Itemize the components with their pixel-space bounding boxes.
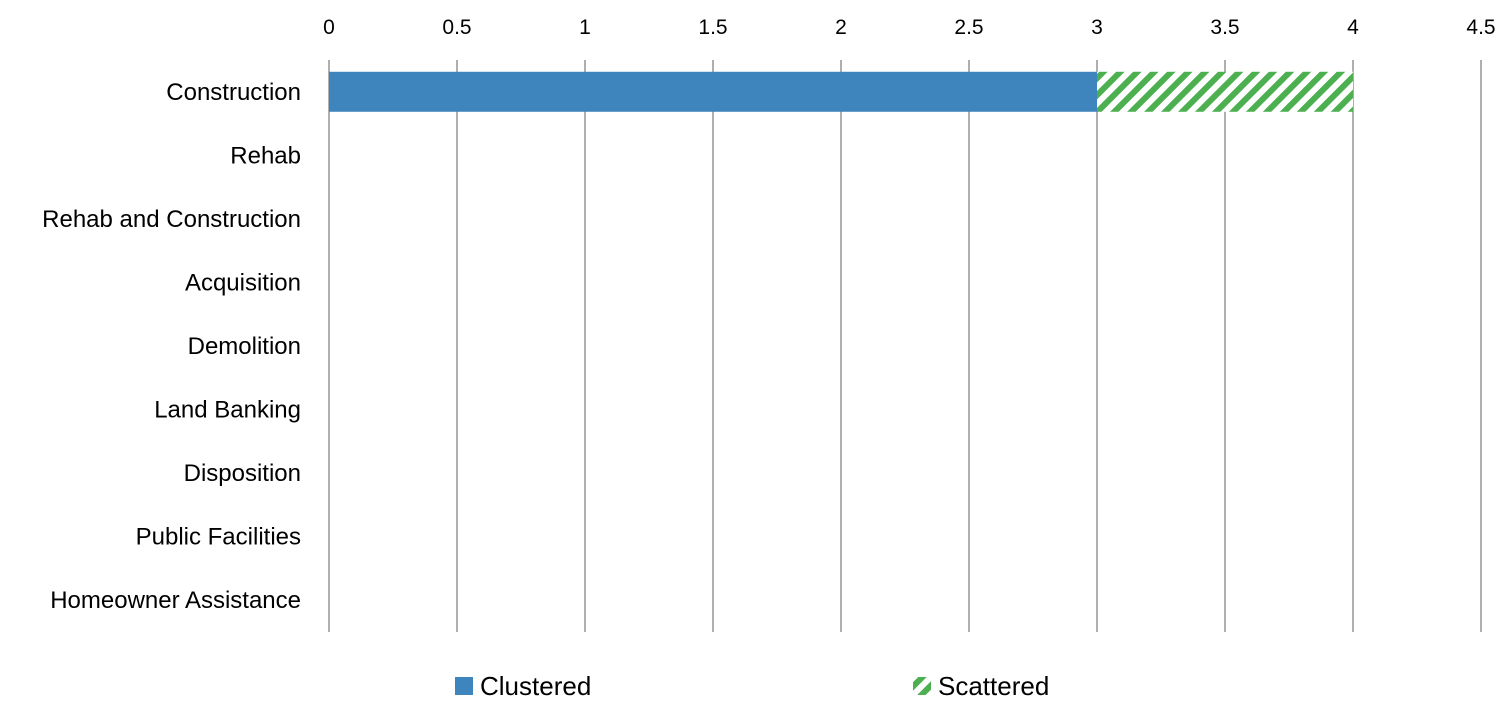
category-label: Land Banking [154, 397, 301, 424]
category-label: Rehab and Construction [42, 206, 301, 233]
x-tick-label: 3.5 [1210, 16, 1239, 39]
gridlines [328, 60, 1482, 632]
x-tick-label: 2.5 [954, 16, 983, 39]
category-labels: Construction Rehab Rehab and Construction A… [42, 79, 301, 614]
category-label: Public Facilities [136, 524, 301, 551]
category-label: Acquisition [185, 269, 301, 296]
x-tick-label: 2 [835, 16, 847, 39]
legend-swatch-scattered [913, 677, 931, 695]
legend-label-scattered: Scattered [938, 671, 1049, 701]
bars [329, 71, 1353, 112]
x-tick-label: 0 [323, 16, 335, 39]
category-label: Disposition [184, 460, 301, 487]
x-tick-label: 4.5 [1466, 16, 1495, 39]
legend-label-clustered: Clustered [480, 671, 591, 701]
x-axis-ticks: 0 0.5 1 1.5 2 2.5 3 3.5 4 4.5 [323, 16, 1495, 39]
category-label: Construction [166, 79, 301, 106]
bar-clustered-construction [329, 71, 1097, 112]
category-label: Demolition [188, 333, 301, 360]
x-tick-label: 1.5 [698, 16, 727, 39]
x-tick-label: 3 [1091, 16, 1103, 39]
legend: Clustered Scattered [455, 671, 1049, 701]
category-label: Rehab [230, 142, 301, 169]
x-tick-label: 0.5 [442, 16, 471, 39]
category-label: Homeowner Assistance [50, 587, 301, 614]
x-tick-label: 1 [579, 16, 591, 39]
legend-swatch-clustered [455, 677, 473, 695]
bar-scattered-construction [1097, 71, 1353, 112]
x-tick-label: 4 [1347, 16, 1359, 39]
